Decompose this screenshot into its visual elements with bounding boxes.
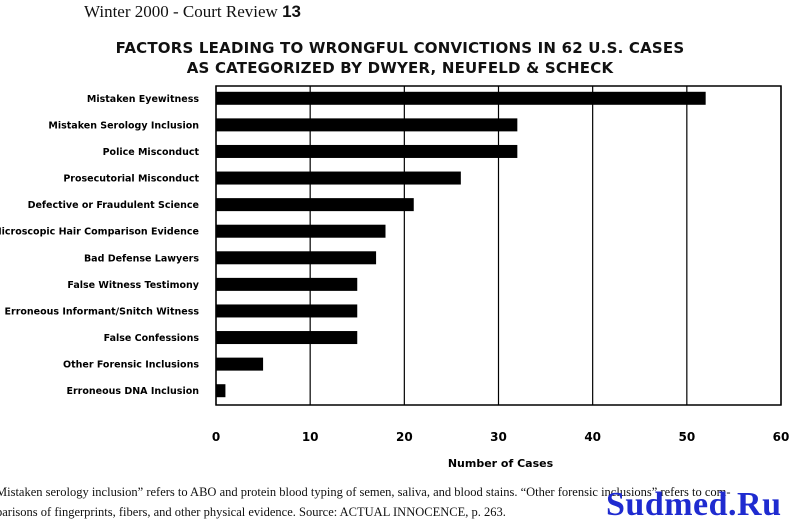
category-label-6: Bad Defense Lawyers [84,253,199,264]
bar-chart: Mistaken Eyewitness Mistaken Serology Inc… [0,85,790,470]
bar-8 [216,304,358,318]
bar-1 [216,118,518,132]
x-tick-label-2: 20 [396,430,413,444]
category-label-9: False Confessions [104,333,200,344]
bar-0 [216,91,706,105]
page-header: Winter 2000 - Court Review 13 [84,2,301,22]
plot-frame [215,85,782,406]
category-label-4: Defective or Fraudulent Science [28,200,199,211]
bar-6 [216,251,377,265]
bar-3 [216,171,461,185]
category-label-3: Prosecutorial Misconduct [63,174,199,185]
bar-5 [216,224,386,238]
chart-title-line2: AS CATEGORIZED BY DWYER, NEUFELD & SCHEC… [186,59,614,77]
category-label-1: Mistaken Serology Inclusion [48,120,199,131]
x-tick-label-1: 10 [302,430,319,444]
category-label-10: Other Forensic Inclusions [63,360,199,371]
x-tick-label-4: 40 [584,430,601,444]
x-tick-label-3: 30 [490,430,507,444]
x-axis-label: Number of Cases [448,457,554,470]
category-label-8: Erroneous Informant/Snitch Witness [5,306,200,317]
x-tick-label-6: 60 [773,430,790,444]
category-label-5: Microscopic Hair Comparison Evidence [0,227,199,238]
header-text: Winter 2000 - Court Review [84,2,278,21]
category-label-7: False Witness Testimony [67,280,199,291]
bar-4 [216,198,414,212]
x-tick-label-5: 50 [678,430,695,444]
x-tick-label-0: 0 [212,430,220,444]
category-label-0: Mistaken Eyewitness [87,94,199,105]
watermark-logo: Sudmed.Ru [606,486,782,523]
bar-11 [216,384,226,398]
chart-title-line1: FACTORS LEADING TO WRONGFUL CONVICTIONS … [115,39,685,57]
footnote-line2: parisons of fingerprints, fibers, and ot… [0,505,506,519]
category-label-2: Police Misconduct [103,147,200,158]
category-label-11: Erroneous DNA Inclusion [67,386,200,397]
bar-7 [216,277,358,291]
bar-2 [216,144,518,158]
footnote-line1: Mistaken serology inclusion” refers to A… [0,485,731,499]
bar-10 [216,357,264,371]
bar-9 [216,331,358,345]
page-number: 13 [282,2,302,21]
